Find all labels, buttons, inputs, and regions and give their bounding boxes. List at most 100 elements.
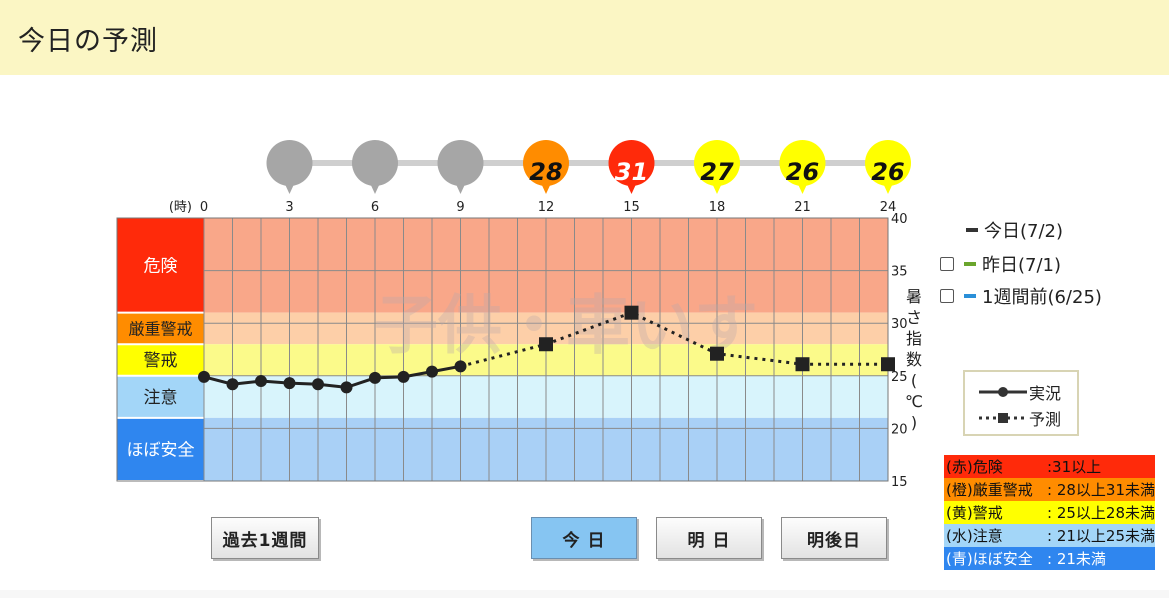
value-marker-label: 26 bbox=[871, 158, 904, 186]
x-tick-label: 6 bbox=[371, 200, 379, 215]
value-marker-pin bbox=[523, 140, 569, 186]
y-tick-label: 20 bbox=[891, 422, 908, 437]
key-forecast-label: 予測 bbox=[1029, 410, 1062, 429]
y-axis-label-char: ) bbox=[911, 413, 917, 432]
level-row-danger: (赤)危険 :31以上 bbox=[944, 455, 1155, 478]
x-tick-label: 3 bbox=[285, 200, 293, 215]
band-label: ほぼ安全 bbox=[127, 440, 195, 460]
value-marker-label: 26 bbox=[786, 158, 819, 186]
actual-point bbox=[340, 381, 353, 394]
actual-point bbox=[255, 375, 267, 388]
band-label: 注意 bbox=[144, 388, 178, 408]
actual-point bbox=[397, 370, 410, 383]
legend-today: 今日(7/2) bbox=[940, 218, 1063, 242]
band-label: 警戒 bbox=[144, 351, 178, 371]
level-range: : 28以上31未満 bbox=[1047, 481, 1155, 499]
value-marker-pointer bbox=[283, 181, 296, 194]
forecast-point bbox=[539, 337, 553, 352]
actual-point bbox=[426, 365, 438, 378]
y-tick-label: 15 bbox=[891, 475, 908, 490]
legend-today-swatch bbox=[966, 228, 978, 232]
y-tick-label: 25 bbox=[891, 370, 908, 385]
key-actual-label: 実況 bbox=[1029, 384, 1062, 403]
page-title: 今日の予測 bbox=[18, 26, 158, 57]
y-axis-label-char: 数 bbox=[906, 350, 922, 369]
x-tick-label: 12 bbox=[538, 200, 555, 215]
key-actual: 実況 bbox=[977, 380, 1061, 404]
actual-point bbox=[198, 370, 210, 383]
value-marker-pointer bbox=[369, 181, 381, 194]
legend-yesterday-label: 昨日(7/1) bbox=[982, 255, 1062, 276]
side-band bbox=[117, 312, 204, 345]
value-marker-pin bbox=[779, 140, 826, 186]
level-name: (青)ほぼ安全 bbox=[946, 550, 1033, 568]
value-marker-pin bbox=[694, 140, 740, 186]
side-band bbox=[117, 417, 204, 481]
level-row-warning: (黄)警戒 : 25以上28未満 bbox=[944, 501, 1155, 524]
legend-week-ago-label: 1週間前(6/25) bbox=[982, 287, 1102, 308]
forecast-point bbox=[624, 305, 639, 320]
actual-point bbox=[312, 378, 324, 391]
value-marker-pointer bbox=[540, 181, 552, 194]
legend-yesterday[interactable]: 昨日(7/1) bbox=[940, 252, 1061, 276]
value-marker-pin bbox=[352, 140, 398, 186]
legend-yesterday-checkbox[interactable] bbox=[940, 257, 954, 271]
actual-point bbox=[226, 378, 239, 391]
forecast-point bbox=[795, 357, 810, 372]
y-tick-label: 30 bbox=[891, 317, 908, 332]
actual-point bbox=[369, 371, 381, 384]
value-marker-pointer bbox=[625, 181, 638, 194]
level-range: :31以上 bbox=[1047, 458, 1102, 476]
value-marker-pin bbox=[437, 140, 484, 186]
side-band bbox=[117, 375, 204, 418]
y-tick-label: 40 bbox=[891, 212, 908, 227]
day-after-tomorrow-button[interactable]: 明後日 bbox=[781, 517, 887, 559]
today-button[interactable]: 今 日 bbox=[531, 517, 637, 559]
level-table: (赤)危険 :31以上 (橙)厳重警戒 : 28以上31未満 (黄)警戒 : 2… bbox=[944, 455, 1155, 570]
level-range: : 21未満 bbox=[1047, 550, 1106, 568]
value-marker-label: 28 bbox=[529, 158, 562, 186]
level-name: (水)注意 bbox=[946, 527, 1003, 545]
level-row-caution: (水)注意 : 21以上25未満 bbox=[944, 524, 1155, 547]
side-band bbox=[117, 344, 204, 376]
y-tick-label: 35 bbox=[891, 265, 908, 280]
value-marker-pin bbox=[608, 140, 655, 186]
x-unit-label: (時) bbox=[169, 200, 192, 215]
series-line-forecast bbox=[460, 311, 888, 368]
x-tick-label: 24 bbox=[880, 200, 897, 215]
legend-week-ago[interactable]: 1週間前(6/25) bbox=[940, 284, 1102, 308]
x-tick-label: 15 bbox=[623, 200, 640, 215]
value-marker-label: 27 bbox=[700, 158, 734, 186]
value-marker-pointer bbox=[711, 181, 723, 194]
value-marker-pointer bbox=[882, 181, 894, 194]
forecast-point bbox=[710, 346, 724, 361]
tomorrow-button[interactable]: 明 日 bbox=[656, 517, 762, 559]
solid-line-icon bbox=[979, 387, 1027, 397]
value-marker-pin bbox=[865, 140, 911, 186]
forecast-point bbox=[881, 357, 895, 372]
band-label: 厳重警戒 bbox=[128, 319, 192, 338]
legend-yesterday-swatch bbox=[964, 262, 976, 266]
y-axis-label-char: 指 bbox=[906, 329, 922, 348]
y-axis-label-char: 暑 bbox=[906, 287, 922, 306]
past-week-button[interactable]: 過去1週間 bbox=[211, 517, 319, 559]
watermark-text: 子供・車いす bbox=[374, 290, 758, 364]
level-range: : 21以上25未満 bbox=[1047, 527, 1155, 545]
x-tick-label: 21 bbox=[794, 200, 811, 215]
level-name: (黄)警戒 bbox=[946, 504, 1003, 522]
y-axis-label-char: さ bbox=[906, 308, 922, 327]
series-line-actual bbox=[203, 364, 461, 389]
band-label: 危険 bbox=[144, 256, 178, 276]
bottom-divider bbox=[0, 590, 1169, 598]
page-header: 今日の予測 bbox=[0, 0, 1169, 75]
dotted-line-icon bbox=[979, 413, 1027, 423]
value-marker-pin bbox=[266, 140, 313, 186]
legend-week-ago-swatch bbox=[964, 294, 976, 298]
level-name: (赤)危険 bbox=[946, 458, 1003, 476]
key-forecast: 予測 bbox=[977, 406, 1061, 430]
x-tick-label: 0 bbox=[200, 200, 208, 215]
plot-border bbox=[116, 217, 889, 482]
legend-week-ago-checkbox[interactable] bbox=[940, 289, 954, 303]
x-tick-label: 9 bbox=[456, 200, 464, 215]
